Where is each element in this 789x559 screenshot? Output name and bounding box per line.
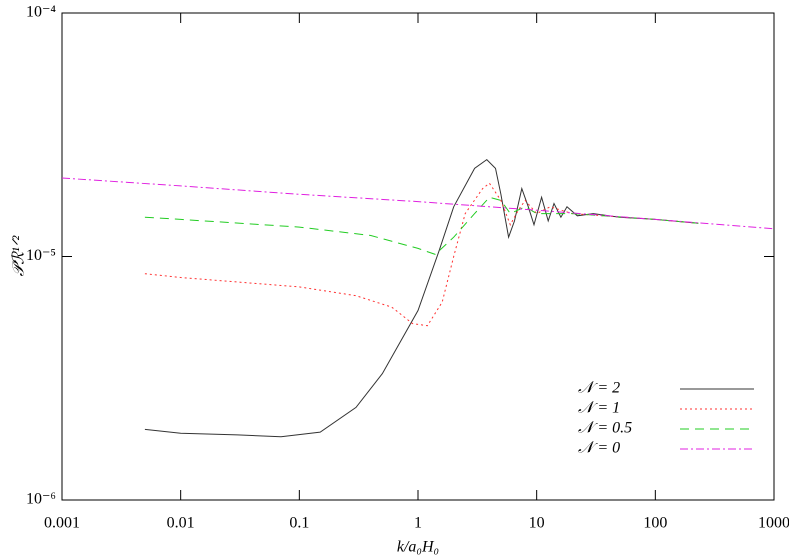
y-axis-label: 𝒫ℛ¹ᐟ²	[11, 234, 28, 276]
legend-label: 𝒩 = 0.5	[578, 420, 632, 437]
y-tick-label: 10⁻⁶	[26, 491, 56, 508]
series-line	[144, 182, 699, 327]
x-tick-label: 100	[643, 515, 667, 532]
x-tick-label: 1000	[758, 515, 789, 532]
x-axis-label: k/a₀H₀	[397, 539, 439, 556]
series-line	[61, 177, 775, 230]
x-tick-label: 0.001	[44, 515, 80, 532]
x-tick-label: 1	[414, 515, 422, 532]
legend-label: 𝒩 = 0	[578, 440, 620, 457]
legend-label: 𝒩 = 1	[578, 400, 620, 417]
x-tick-label: 10	[529, 515, 545, 532]
x-tick-label: 0.01	[167, 515, 195, 532]
legend-label: 𝒩 = 2	[578, 380, 620, 397]
series-line	[144, 158, 699, 438]
y-tick-label: 10⁻⁴	[26, 4, 56, 21]
series-line	[144, 196, 699, 255]
x-tick-label: 0.1	[289, 515, 309, 532]
y-tick-label: 10⁻⁵	[26, 247, 56, 264]
plot-frame	[61, 12, 775, 501]
